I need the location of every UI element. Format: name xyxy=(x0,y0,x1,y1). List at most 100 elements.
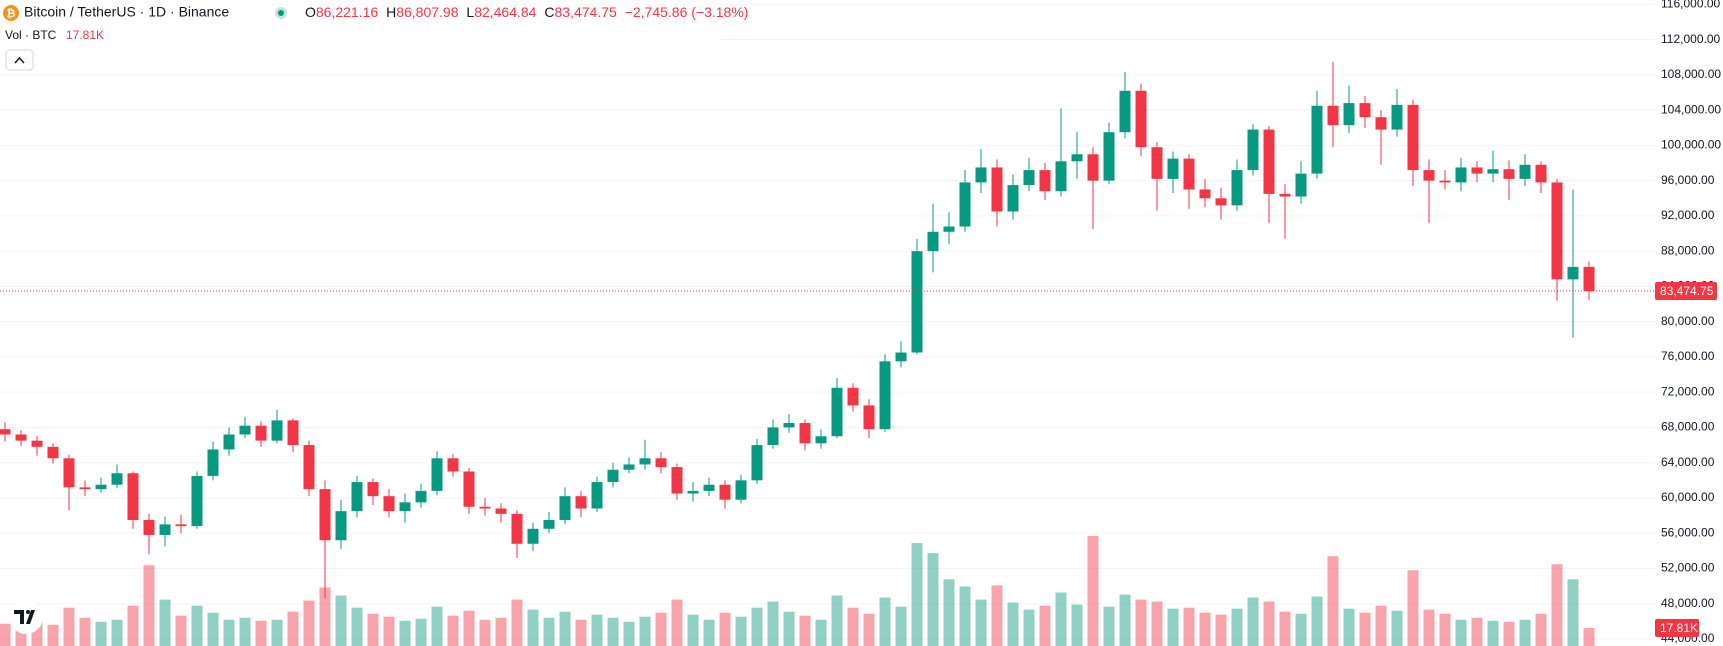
volume-bar xyxy=(1119,594,1131,646)
volume-bar xyxy=(943,579,955,646)
volume-bar xyxy=(607,617,619,646)
volume-bar xyxy=(31,621,43,646)
volume-bar xyxy=(463,610,475,646)
y-tick-label: 64,000.00 xyxy=(1661,455,1715,469)
last-price-badge xyxy=(1655,282,1717,301)
volume-bar xyxy=(975,599,987,646)
candle-body xyxy=(175,524,187,527)
candle-body xyxy=(1439,180,1451,183)
y-tick-label: 96,000.00 xyxy=(1661,173,1715,187)
volume-bar xyxy=(159,599,171,646)
volume-bar xyxy=(879,597,891,646)
volume-bar xyxy=(1183,607,1195,646)
candle-body xyxy=(879,361,891,430)
volume-bar xyxy=(1327,556,1339,646)
candle-body xyxy=(47,446,59,459)
volume-bar xyxy=(687,614,699,646)
candle-body xyxy=(543,519,555,529)
volume-bar xyxy=(623,621,635,646)
volume-bar xyxy=(1487,620,1499,646)
volume-bar xyxy=(1055,592,1067,646)
candle-body xyxy=(1247,129,1259,171)
volume-bar xyxy=(1343,608,1355,646)
candle-body xyxy=(207,449,219,476)
l-value: 82,464.84 xyxy=(474,4,536,20)
volume-bar xyxy=(511,599,523,646)
candle-body xyxy=(1055,161,1067,192)
candle-body xyxy=(79,487,91,490)
c-value: 83,474.75 xyxy=(555,4,617,20)
volume-bar xyxy=(735,616,747,646)
candle-body xyxy=(1231,170,1243,206)
volume-bar xyxy=(1583,628,1595,646)
volume-bar xyxy=(751,607,763,646)
volume-bar xyxy=(591,614,603,646)
volume-bar xyxy=(239,617,251,646)
last-price-label: 83,474.75 xyxy=(1660,284,1714,298)
candle-body xyxy=(1503,169,1515,179)
volume-bar xyxy=(319,587,331,646)
volume-bar xyxy=(1407,570,1419,646)
volume-bar xyxy=(767,601,779,646)
volume-bar xyxy=(1215,614,1227,646)
candle-body xyxy=(63,458,75,488)
candle-body xyxy=(255,425,267,441)
volume-bar xyxy=(1567,579,1579,646)
volume-bar xyxy=(1087,535,1099,646)
candle-body xyxy=(911,251,923,353)
candle-body xyxy=(1551,182,1563,280)
y-tick-label: 100,000.00 xyxy=(1661,138,1721,152)
candle-body xyxy=(527,528,539,544)
logo-backdrop xyxy=(9,600,43,634)
volume-bar xyxy=(1423,609,1435,646)
volume-bar xyxy=(335,595,347,646)
volume-bar xyxy=(575,619,587,646)
candle-body xyxy=(799,423,811,444)
change: −2,745.86 (−3.18%) xyxy=(625,4,749,20)
volume-pane xyxy=(0,535,1595,646)
candle-body xyxy=(383,496,395,512)
market-status-dot xyxy=(278,10,284,16)
volume-value: 17.81K xyxy=(66,28,104,42)
volume-bar xyxy=(1151,601,1163,646)
y-tick-label: 48,000.00 xyxy=(1661,596,1715,610)
candle-body xyxy=(271,420,283,441)
candle-body xyxy=(1007,185,1019,212)
candle-body xyxy=(895,352,907,362)
volume-bar xyxy=(1167,608,1179,646)
candle-body xyxy=(1199,189,1211,199)
volume-bar xyxy=(303,600,315,646)
volume-bar xyxy=(911,543,923,646)
candle-body xyxy=(191,475,203,527)
volume-bar xyxy=(175,615,187,646)
candle-body xyxy=(415,490,427,503)
y-tick-label: 108,000.00 xyxy=(1661,67,1721,81)
candle-body xyxy=(399,502,411,512)
candle-body xyxy=(991,167,1003,212)
tradingview-logo xyxy=(9,600,43,634)
candle-body xyxy=(1423,170,1435,181)
candle-body xyxy=(1103,132,1115,181)
o-value: 86,221.16 xyxy=(316,4,378,20)
candle-body xyxy=(0,429,11,435)
volume-bar xyxy=(1247,597,1259,646)
candle-body xyxy=(335,511,347,541)
candle-body xyxy=(655,458,667,468)
candle-body xyxy=(1087,154,1099,181)
volume-bar xyxy=(1007,602,1019,646)
candle-body xyxy=(511,513,523,544)
volume-bar xyxy=(383,616,395,646)
candle-body xyxy=(1535,164,1547,183)
candle-body xyxy=(687,490,699,494)
volume-bar xyxy=(559,611,571,646)
volume-bar xyxy=(479,619,491,646)
volume-bar xyxy=(1375,605,1387,646)
volume-badge xyxy=(1655,619,1699,638)
volume-bar xyxy=(1279,611,1291,646)
candle-body xyxy=(1359,103,1371,118)
volume-badge-label: 17.81K xyxy=(1660,621,1698,635)
candle-body xyxy=(15,434,27,441)
collapse-button[interactable] xyxy=(5,49,34,71)
volume-bar xyxy=(1071,604,1083,646)
volume-bar xyxy=(223,619,235,646)
